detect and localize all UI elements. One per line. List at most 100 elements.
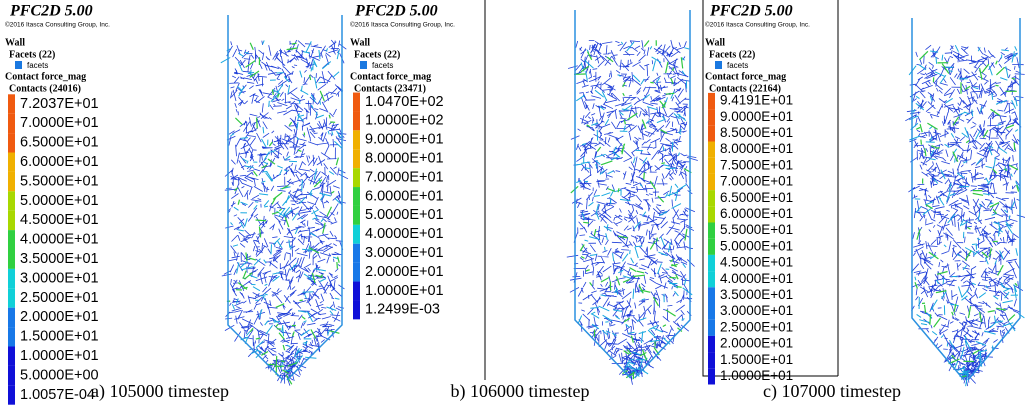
legend-swatch: [353, 92, 360, 112]
legend-value: 2.0000E+01: [365, 264, 444, 280]
facets-item: facets: [727, 61, 748, 70]
contact-label: Contact force_mag: [705, 71, 786, 82]
facets-item: facets: [27, 61, 48, 70]
legend-value: 9.4191E+01: [720, 93, 793, 108]
legend-swatch: [708, 319, 715, 336]
legend-value: 2.5000E+01: [720, 319, 793, 334]
legend-value: 6.0000E+01: [720, 206, 793, 221]
legend-swatch: [353, 149, 360, 169]
legend-value: 2.0000E+01: [20, 309, 99, 325]
facets-label: Facets (22): [709, 49, 755, 60]
legend-value: 6.5000E+01: [720, 190, 793, 205]
legend-value: 4.0000E+01: [20, 232, 99, 248]
legend-value: 4.5000E+01: [720, 255, 793, 270]
legend-value: 9.0000E+01: [720, 109, 793, 124]
contact-network: [914, 50, 1020, 378]
legend-value: 5.5000E+01: [20, 173, 99, 189]
legend-value: 6.5000E+01: [20, 135, 99, 151]
facets-swatch: [15, 61, 22, 69]
legend-swatch: [708, 206, 715, 223]
legend-value: 1.0000E+01: [720, 368, 793, 383]
legend-value: 5.0000E+00: [20, 367, 99, 383]
facets-swatch: [360, 61, 367, 69]
legend-value: 1.0000E+01: [20, 348, 99, 364]
legend-swatch: [708, 303, 715, 320]
contacts-label: Contacts (22164): [709, 83, 781, 94]
contact-network: [226, 42, 340, 385]
contact-network: [905, 44, 1025, 387]
silo-wall: [633, 10, 691, 379]
panel-border: [702, 0, 838, 377]
legend-swatch: [708, 335, 715, 353]
legend-value: 2.0000E+01: [720, 336, 793, 351]
legend-value: 5.5000E+01: [720, 222, 793, 237]
legend-swatch: [353, 300, 360, 320]
legend-value: 7.0000E+01: [720, 174, 793, 189]
legend-swatch: [708, 254, 715, 272]
silo-wall: [967, 18, 1021, 381]
legend-value: 7.0000E+01: [365, 169, 444, 185]
legend-value: 8.0000E+01: [365, 151, 444, 167]
legend-swatch: [353, 243, 360, 263]
wall-label: Wall: [350, 37, 370, 48]
legend-swatch: [708, 352, 715, 369]
legend-value: 4.5000E+01: [20, 212, 99, 228]
legend-value: 8.0000E+01: [720, 141, 793, 156]
legend-swatch: [708, 157, 715, 174]
legend-value: 1.0000E+01: [365, 283, 444, 299]
legend-value: 2.5000E+01: [20, 290, 99, 306]
legend-swatch: [708, 109, 715, 126]
legend-swatch: [708, 141, 715, 158]
contact-network: [570, 40, 692, 380]
legend-swatch: [353, 168, 360, 188]
silo-wall: [911, 18, 965, 381]
title: PFC2D 5.00: [9, 3, 93, 20]
contacts-label: Contacts (23471): [354, 83, 426, 94]
legend-swatch: [708, 92, 715, 110]
legend-swatch: [708, 173, 715, 191]
wall-label: Wall: [5, 37, 25, 48]
facets-label: Facets (22): [354, 49, 400, 60]
legend-swatch: [353, 130, 360, 150]
legend-swatch: [353, 281, 360, 301]
copyright: ©2016 Itasca Consulting Group, Inc.: [5, 21, 110, 29]
contact-network: [574, 41, 693, 377]
legend-value: 3.5000E+01: [20, 251, 99, 267]
legend-value: 6.0000E+01: [365, 188, 444, 204]
legend-swatch: [8, 346, 15, 366]
legend-swatch: [8, 94, 15, 114]
contacts-label: Contacts (24016): [9, 83, 81, 94]
legend-swatch: [8, 133, 15, 153]
legend-swatch: [708, 238, 715, 255]
legend-swatch: [8, 365, 15, 386]
legend-value: 1.2499E-03: [365, 302, 440, 318]
legend-value: 6.0000E+01: [20, 154, 99, 170]
legend-swatch: [708, 222, 715, 239]
copyright: ©2016 Itasca Consulting Group, Inc.: [350, 21, 455, 29]
legend-swatch: [708, 368, 715, 385]
legend-swatch: [8, 113, 15, 134]
legend-value: 1.0470E+02: [365, 94, 444, 110]
legend-swatch: [8, 327, 15, 347]
legend-swatch: [353, 262, 360, 282]
title: PFC2D 5.00: [354, 3, 438, 20]
legend-swatch: [708, 287, 715, 304]
silo-wall: [227, 15, 284, 381]
legend-swatch: [708, 271, 715, 288]
facets-swatch: [715, 61, 722, 69]
legend-value: 4.0000E+01: [720, 271, 793, 286]
contact-network: [908, 44, 1025, 387]
legend-value: 1.5000E+01: [20, 329, 99, 345]
caption: c) 107000 timestep: [763, 381, 901, 402]
legend-swatch: [8, 385, 15, 405]
legend-swatch: [8, 171, 15, 192]
legend-swatch: [8, 307, 15, 328]
silo-wall: [574, 10, 632, 379]
silo-wall: [286, 15, 343, 381]
legend-value: 9.0000E+01: [365, 132, 444, 148]
legend-value: 1.0057E-04: [20, 387, 95, 403]
caption: b) 106000 timestep: [451, 381, 590, 402]
wall-label: Wall: [705, 37, 725, 48]
legend-value: 3.0000E+01: [720, 303, 793, 318]
